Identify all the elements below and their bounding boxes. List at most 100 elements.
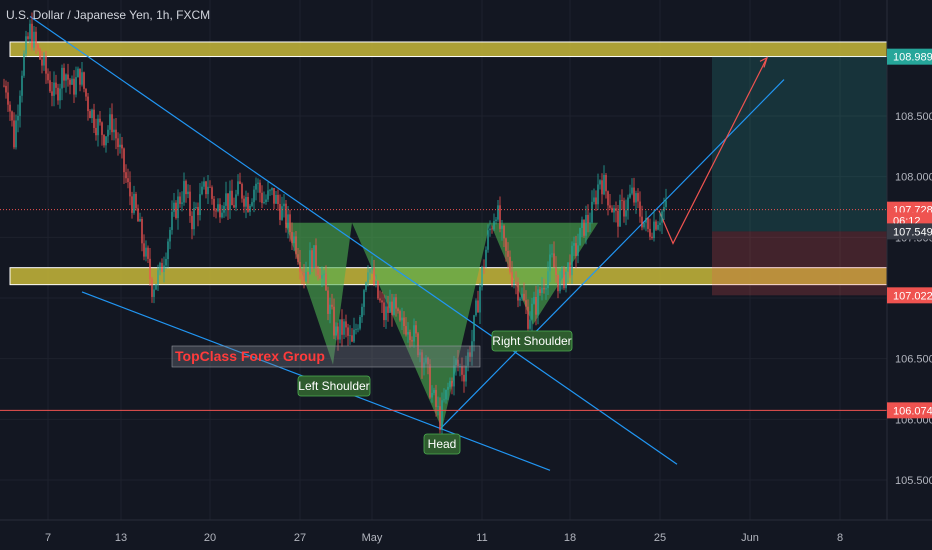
candle-body [263,201,265,203]
candle-body [623,200,625,217]
candle-body [509,256,511,272]
candle-body [657,224,659,230]
candle-body [163,265,165,273]
y-tick-label: 105.500 [895,475,932,487]
candle-body [577,245,579,257]
candle-body [109,114,111,130]
candle-body [427,357,429,365]
candle-body [601,180,603,195]
candle-body [527,306,529,329]
candle-body [29,23,31,39]
candle-body [25,36,27,54]
candle-body [661,211,663,223]
time-scale-ticks[interactable]: 7 13 20 27 May 11 18 25 Jun 8 [45,532,843,544]
candle-body [313,245,315,269]
candle-body [663,207,665,212]
candle-body [57,87,59,101]
candle-body [537,289,539,315]
candle-body [365,282,367,291]
candle-body [23,53,25,76]
stop-loss-zone[interactable] [712,231,887,296]
candle-body [251,202,253,206]
candle-body [369,268,371,273]
candle-body [255,183,257,190]
candle-body [11,111,13,121]
candle-body [653,221,655,239]
candle-body [499,205,501,229]
candle-body [581,219,583,228]
candle-body [335,326,337,336]
candle-body [643,222,645,228]
candle-body [425,357,427,363]
candle-body [665,200,667,208]
candle-body [507,250,509,257]
candle-body [529,319,531,329]
candle-body [65,74,67,81]
candle-body [261,192,263,203]
candle-body [607,191,609,206]
candle-body [245,197,247,207]
candle-body [49,80,51,92]
candle-body [39,48,41,60]
candle-body [447,386,449,390]
candle-body [571,245,573,276]
candle-body [115,129,117,139]
x-tick-label: 7 [45,532,51,544]
candle-body [243,198,245,207]
candle-body [399,311,401,321]
candle-body [587,214,589,224]
candle-body [453,365,455,387]
candle-body [53,82,55,96]
candle-body [181,202,183,204]
candle-body [323,273,325,276]
candle-body [531,303,533,320]
candle-body [345,321,347,328]
candle-body [535,296,537,315]
candle-body [517,282,519,301]
candle-body [81,72,83,85]
candle-body [441,400,443,431]
candle-body [407,332,409,335]
price-tag [887,287,932,304]
candle-body [227,193,229,210]
candle-body [253,189,255,203]
candle-body [37,44,39,49]
candle-body [475,300,477,316]
candle-body [397,308,399,312]
pattern-labels: Left Shoulder Head Right Shoulder TopClass … [171,330,573,455]
candle-body [563,268,565,289]
candle-body [269,190,271,192]
candle-body [413,325,415,342]
candle-body [291,232,293,244]
take-profit-zone[interactable] [712,56,887,232]
candle-body [491,228,493,230]
candle-body [373,267,375,285]
candle-body [165,259,167,266]
candle-body [329,304,331,314]
price-tag-label: 107.022 [893,290,932,302]
candle-body [311,250,313,269]
candle-body [289,214,291,233]
long-position-box[interactable] [712,56,887,296]
candle-body [169,229,171,242]
pattern-label: Right Shoulder [492,334,571,348]
pattern-label: Head [428,437,457,451]
candle-body [443,399,445,401]
candle-body [659,222,661,225]
candle-body [647,217,649,229]
price-scale[interactable] [887,0,932,550]
candle-body [351,335,353,342]
x-tick-label: 11 [476,532,487,544]
candle-body [403,317,405,327]
candle-body [555,267,557,275]
candle-body [417,333,419,356]
candle-body [433,389,435,393]
candle-body [35,31,37,45]
candle-body [281,206,283,220]
candle-body [597,184,599,205]
candle-body [99,118,101,123]
candle-body [5,85,7,93]
x-tick-label: 20 [204,532,216,544]
pattern-label-box [491,330,573,352]
